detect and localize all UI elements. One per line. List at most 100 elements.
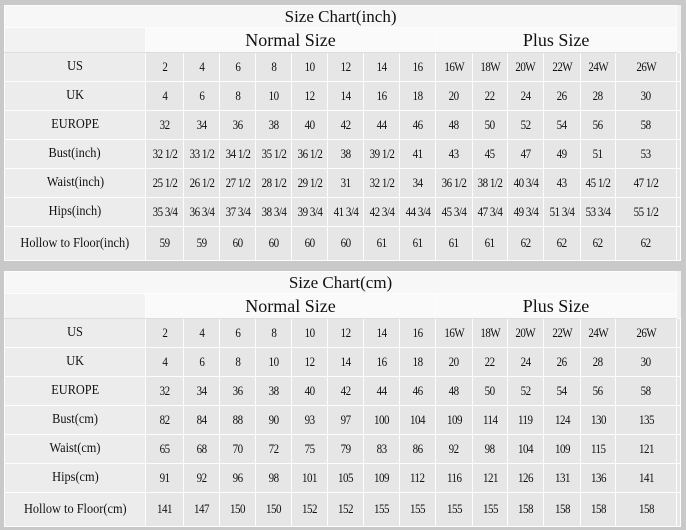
size-value: 12: [340, 59, 351, 74]
empty-cell: [676, 197, 681, 227]
size-cell: 26: [543, 347, 581, 377]
empty-cell: [676, 81, 681, 111]
size-value: 18W: [480, 325, 500, 340]
size-cell: 136: [580, 463, 616, 493]
row-label-text: EUROPE: [51, 383, 99, 398]
size-value: 158: [590, 502, 606, 516]
size-cell: 61: [472, 226, 508, 261]
table-row: Hollow to Floor(inch) 59 59 60 60 60 60 61 61 61 6…: [4, 226, 681, 261]
size-value: 97: [340, 412, 351, 427]
size-value: 130: [590, 412, 606, 427]
size-cell: 130: [580, 405, 616, 435]
normal-size-header: Normal Size: [145, 293, 436, 319]
size-value: 104: [410, 412, 425, 427]
size-cell: 2: [145, 52, 184, 82]
corner-cell: [4, 293, 146, 319]
size-value: 10: [268, 354, 279, 369]
size-value: 49 3/4: [513, 204, 538, 219]
size-value: 158: [554, 502, 570, 516]
table-row: Bust(inch) 32 1/2 33 1/2 34 1/2 35 1/2 36 1/2…: [4, 139, 681, 169]
size-value: 131: [554, 470, 570, 485]
size-cell: 49 3/4: [507, 197, 544, 227]
size-value: 105: [338, 470, 353, 485]
size-value: 30: [641, 354, 652, 369]
size-value: 20W: [515, 59, 536, 74]
size-value: 58: [641, 383, 652, 398]
size-cell: 70: [219, 434, 256, 464]
row-label-text: Waist(cm): [49, 441, 101, 456]
size-value: 18: [412, 354, 423, 369]
size-value: 26W: [636, 325, 656, 340]
table-row: UK 4 6 8 10 12 14 16 18 20 22 24 26 28 30: [4, 81, 681, 111]
size-value: 38: [340, 146, 351, 161]
size-value: 141: [638, 470, 654, 485]
size-value: 32: [159, 383, 170, 398]
size-cell: 62: [507, 226, 544, 261]
size-value: 59: [196, 236, 207, 250]
size-cell: 53: [614, 139, 678, 169]
size-value: 32 1/2: [152, 146, 177, 161]
size-cell: 61: [363, 226, 400, 261]
table-row: Hips(inch) 35 3/4 36 3/4 37 3/4 38 3/4 39 3/4…: [4, 197, 681, 227]
size-value: 62: [557, 236, 567, 250]
size-cell: 86: [399, 434, 436, 464]
size-value: 72: [268, 441, 279, 456]
size-cell: 52: [507, 110, 544, 140]
size-cell: 14: [327, 347, 364, 377]
empty-cell: [676, 492, 681, 527]
size-cell: 98: [255, 463, 292, 493]
size-value: 82: [159, 412, 170, 427]
size-value: 141: [157, 502, 172, 516]
size-value: 121: [482, 470, 498, 485]
size-value: 8: [271, 59, 276, 74]
size-cell: 141: [145, 492, 184, 527]
size-cell: 90: [255, 405, 292, 435]
row-label: UK: [4, 81, 146, 111]
row-label-text: EUROPE: [51, 117, 99, 132]
size-value: 155: [374, 502, 389, 516]
size-value: 43: [449, 146, 459, 161]
size-cell: 72: [255, 434, 292, 464]
size-value: 26: [557, 88, 567, 103]
size-cell: 126: [507, 463, 544, 493]
size-value: 65: [159, 441, 170, 456]
size-value: 101: [302, 470, 317, 485]
size-cell: 65: [145, 434, 184, 464]
size-cell: 150: [255, 492, 292, 527]
row-label: EUROPE: [4, 376, 146, 406]
size-cell: 84: [183, 405, 220, 435]
row-label-text: Hips(inch): [48, 204, 102, 219]
size-value: 6: [235, 59, 240, 74]
size-cell: 28: [580, 81, 616, 111]
size-cell: 62: [580, 226, 616, 261]
size-value: 4: [199, 325, 204, 340]
size-cell: 12: [327, 52, 364, 82]
size-value: 14: [340, 354, 351, 369]
size-cell: 158: [543, 492, 581, 527]
table-row: Hips(cm) 91 92 96 98 101 105 109 112 116 121 126 131…: [4, 463, 681, 493]
size-cell: 155: [435, 492, 473, 527]
size-cell: 38: [327, 139, 364, 169]
size-value: 41 3/4: [333, 204, 358, 219]
size-value: 62: [593, 236, 603, 250]
size-value: 59: [159, 236, 170, 250]
size-value: 22: [485, 354, 495, 369]
size-chart-inch: Size Chart(inch) Normal Size Plus Size US 2 4…: [3, 5, 681, 261]
size-cell: 45 1/2: [580, 168, 616, 198]
table-row: Hollow to Floor(cm) 141 147 150 150 152 152 155…: [4, 492, 681, 527]
size-value: 31: [340, 175, 351, 190]
size-cell: 32: [145, 376, 184, 406]
size-cell: 115: [580, 434, 616, 464]
size-cell: 12: [291, 347, 328, 377]
size-value: 61: [485, 236, 495, 250]
size-cell: 79: [327, 434, 364, 464]
empty-cell: [676, 139, 681, 169]
size-cell: 34 1/2: [219, 139, 256, 169]
size-cell: 10: [255, 347, 292, 377]
size-cell: 68: [183, 434, 220, 464]
size-value: 52: [520, 383, 531, 398]
size-value: 16: [376, 88, 387, 103]
size-value: 47 1/2: [633, 175, 659, 190]
size-cell: 4: [183, 318, 220, 348]
size-cell: 8: [219, 347, 256, 377]
